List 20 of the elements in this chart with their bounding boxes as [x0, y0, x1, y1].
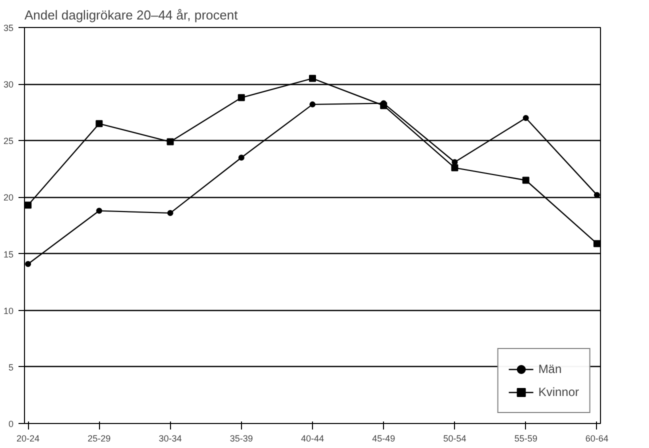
- legend-label: Män: [538, 362, 562, 376]
- y-tick-label: 0: [8, 419, 14, 429]
- legend-label: Kvinnor: [538, 385, 579, 399]
- x-tick-label: 60-64: [585, 434, 608, 444]
- y-tick-label: 30: [3, 80, 14, 90]
- x-tick-label: 55-59: [514, 434, 538, 444]
- y-tick-label: 10: [3, 306, 14, 316]
- x-tick-label: 40-44: [300, 434, 324, 444]
- x-tick-label: 20-24: [16, 434, 40, 444]
- x-tick-label: 50-54: [443, 434, 466, 444]
- x-tick-label: 25-29: [88, 434, 111, 444]
- x-tick-label: 45-49: [372, 434, 396, 444]
- x-tick-label: 35-39: [230, 434, 253, 444]
- y-tick-label: 20: [3, 192, 14, 203]
- chart-title: Andel dagligrökare 20–44 år, procent: [24, 8, 238, 22]
- y-tick-label: 25: [3, 136, 14, 146]
- y-tick-label: 35: [3, 23, 14, 33]
- y-tick-label: 5: [8, 362, 14, 372]
- x-tick-label: 30-34: [158, 434, 182, 444]
- y-tick-label: 15: [3, 249, 14, 260]
